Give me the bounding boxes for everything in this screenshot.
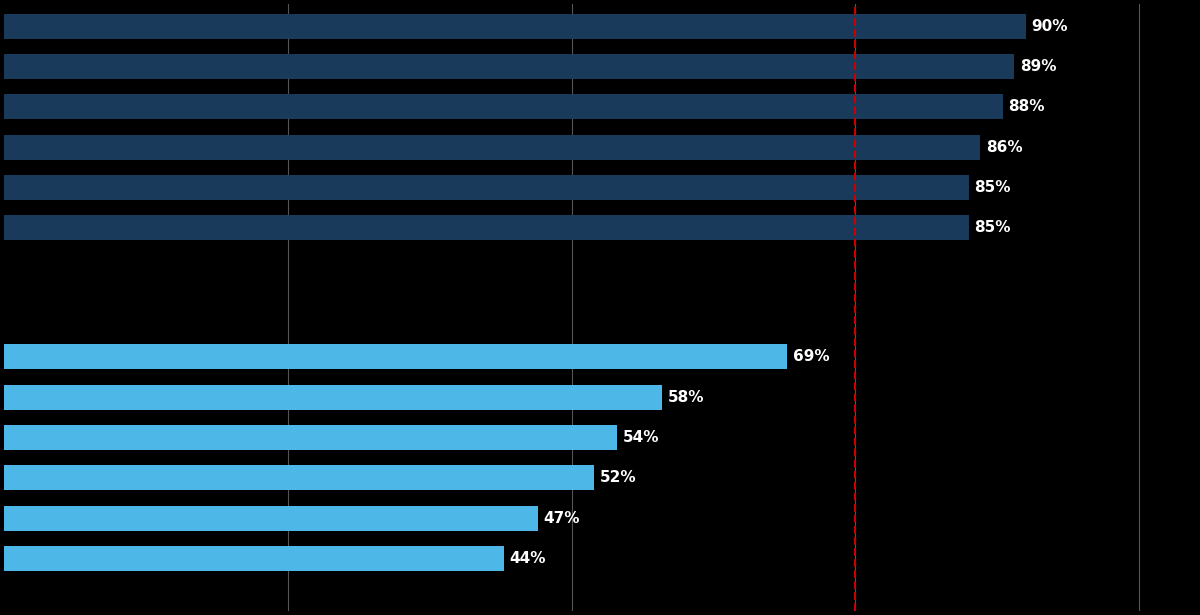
Bar — [4, 95, 1003, 119]
Text: 44%: 44% — [509, 551, 546, 566]
Text: 54%: 54% — [623, 430, 659, 445]
Bar — [4, 425, 617, 450]
Bar — [4, 466, 594, 490]
Bar — [4, 546, 504, 571]
Text: 85%: 85% — [974, 180, 1012, 195]
Bar — [4, 135, 980, 160]
Text: 88%: 88% — [1008, 100, 1045, 114]
Bar — [4, 344, 787, 370]
Text: 58%: 58% — [668, 390, 704, 405]
Text: 47%: 47% — [544, 510, 580, 526]
Bar — [4, 175, 968, 200]
Bar — [4, 385, 662, 410]
Bar — [4, 215, 968, 240]
Text: 89%: 89% — [1020, 59, 1056, 74]
Text: 52%: 52% — [600, 470, 637, 485]
Bar — [4, 54, 1014, 79]
Text: 69%: 69% — [793, 349, 829, 364]
Bar — [4, 506, 538, 531]
Bar — [4, 14, 1026, 39]
Text: 90%: 90% — [1031, 19, 1068, 34]
Text: 85%: 85% — [974, 220, 1012, 236]
Text: 86%: 86% — [986, 140, 1022, 155]
